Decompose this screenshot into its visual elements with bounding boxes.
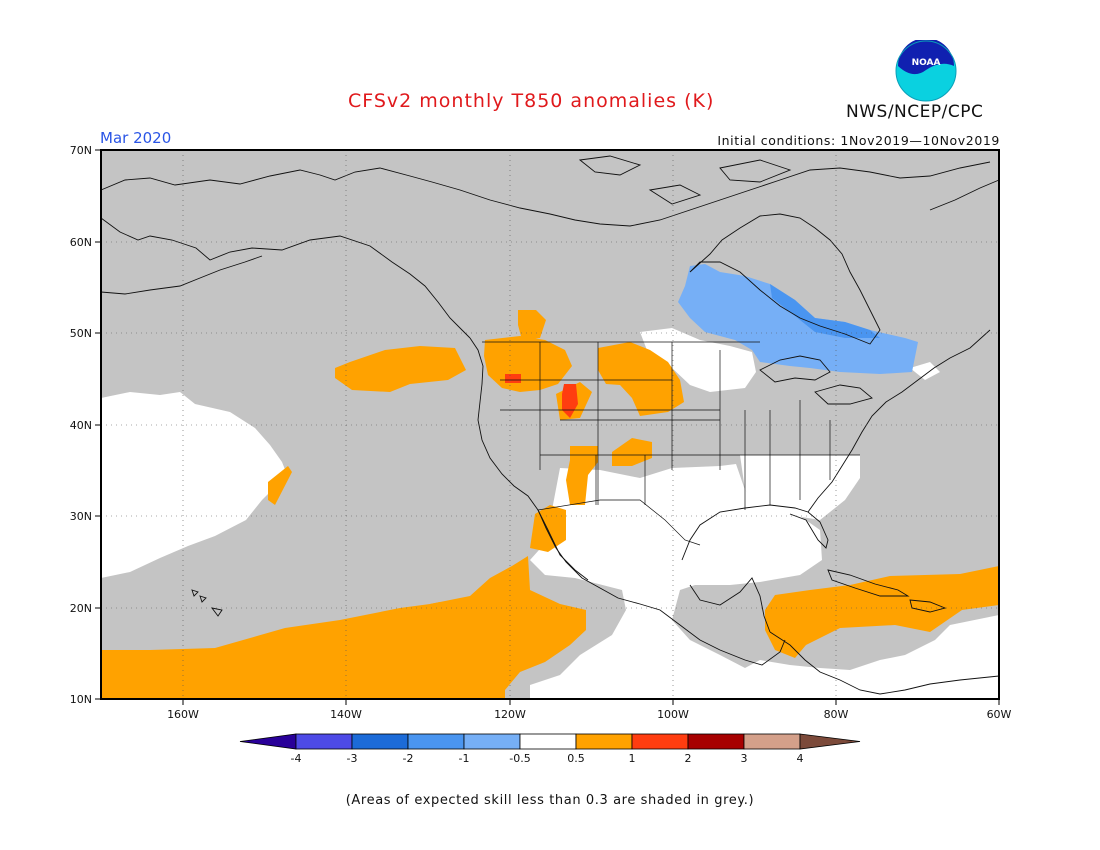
- lon-label: 60W: [987, 708, 1012, 721]
- colorbar-swatch: [295, 733, 353, 750]
- orange-four-corners: [566, 446, 598, 505]
- lon-label: 160W: [167, 708, 199, 721]
- colorbar-swatch: [351, 733, 409, 750]
- red-spot-oregon: [505, 374, 521, 383]
- orange-baja: [530, 505, 566, 552]
- colorbar-swatch: [687, 733, 745, 750]
- political-borders: [482, 341, 860, 546]
- red-spot-idaho: [562, 384, 578, 418]
- orange-baja-islet: [430, 602, 440, 612]
- lat-label: 20N: [70, 602, 92, 615]
- colorbar-label: -0.5: [509, 752, 530, 765]
- orange-eastern-pacific: [101, 556, 586, 699]
- skill-footnote: (Areas of expected skill less than 0.3 a…: [345, 793, 755, 808]
- colorbar-swatch: [407, 733, 465, 750]
- lon-label: 120W: [494, 708, 526, 721]
- axis-ticks: [95, 149, 1000, 705]
- colorbar-label: -3: [347, 752, 358, 765]
- colorbar: -4 -3 -2 -1 -0.5 0.5 1 2 3 4: [239, 733, 861, 765]
- orange-new-mexico: [612, 438, 652, 466]
- noaa-logo-text: NOAA: [912, 58, 941, 68]
- red-regions: [505, 374, 578, 418]
- colorbar-label: 1: [629, 752, 636, 765]
- forecast-month: Mar 2020: [100, 129, 172, 147]
- lat-label: 10N: [70, 693, 92, 706]
- colorbar-swatch: [743, 733, 801, 750]
- orange-rockies: [598, 342, 684, 416]
- white-region-mexico: [530, 464, 999, 699]
- colorbar-label: 0.5: [567, 752, 585, 765]
- colorbar-swatch: [463, 733, 521, 750]
- lon-label: 140W: [330, 708, 362, 721]
- white-region-great-plains: [640, 328, 756, 392]
- agency-label: NWS/NCEP/CPC: [846, 102, 984, 122]
- colorbar-label: -1: [459, 752, 470, 765]
- white-region-pacific: [101, 392, 286, 578]
- lat-label: 40N: [70, 419, 92, 432]
- orange-bc-spot: [518, 310, 546, 340]
- colorbar-swatch: [575, 733, 633, 750]
- lat-label: 30N: [70, 510, 92, 523]
- colorbar-swatch: [519, 733, 577, 750]
- colorbar-label: -2: [403, 752, 414, 765]
- colorbar-label: 3: [741, 752, 748, 765]
- lat-label: 70N: [70, 144, 92, 157]
- lat-label: 50N: [70, 327, 92, 340]
- colorbar-label: -4: [291, 752, 302, 765]
- lon-label: 80W: [824, 708, 849, 721]
- coastlines: [100, 155, 1000, 695]
- colorbar-arrow-right: [799, 733, 861, 750]
- latitude-labels: 70N 60N 50N 40N 30N 20N 10N: [70, 144, 92, 706]
- lat-label: 60N: [70, 236, 92, 249]
- lon-label: 100W: [657, 708, 689, 721]
- orange-caribbean: [765, 566, 999, 658]
- colorbar-arrow-left: [239, 733, 297, 750]
- colorbar-label: 4: [797, 752, 804, 765]
- orange-pacific-streak: [268, 466, 292, 505]
- initial-conditions: Initial conditions: 1Nov2019—10Nov2019: [717, 133, 1000, 148]
- colorbar-label: 2: [685, 752, 692, 765]
- white-region-maine: [910, 362, 940, 380]
- colorbar-swatch: [631, 733, 689, 750]
- map-title: CFSv2 monthly T850 anomalies (K): [348, 90, 715, 112]
- orange-pacific-nw-ocean: [335, 346, 466, 392]
- blue-region-dark-edge: [770, 284, 880, 338]
- blue-region-hudson-bay: [678, 264, 918, 374]
- noaa-logo: NOAA: [895, 38, 957, 102]
- longitude-labels: 160W 140W 120W 100W 80W 60W: [167, 708, 1011, 721]
